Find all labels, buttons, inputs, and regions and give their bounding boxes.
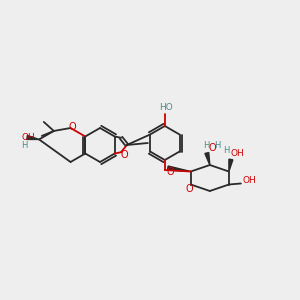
Text: O: O bbox=[69, 122, 76, 132]
Text: OH: OH bbox=[242, 176, 256, 185]
Polygon shape bbox=[229, 159, 233, 172]
Text: H: H bbox=[223, 146, 229, 155]
Text: O: O bbox=[186, 184, 194, 194]
Text: OH: OH bbox=[230, 149, 244, 158]
Text: HO: HO bbox=[159, 103, 173, 112]
Text: H: H bbox=[202, 142, 209, 151]
Polygon shape bbox=[27, 136, 39, 140]
Text: O: O bbox=[208, 143, 216, 153]
Text: H: H bbox=[214, 142, 220, 151]
Text: OH: OH bbox=[21, 133, 35, 142]
Text: O: O bbox=[166, 167, 174, 177]
Polygon shape bbox=[167, 166, 191, 172]
Polygon shape bbox=[205, 152, 210, 165]
Text: H: H bbox=[21, 141, 28, 150]
Text: O: O bbox=[120, 150, 128, 160]
